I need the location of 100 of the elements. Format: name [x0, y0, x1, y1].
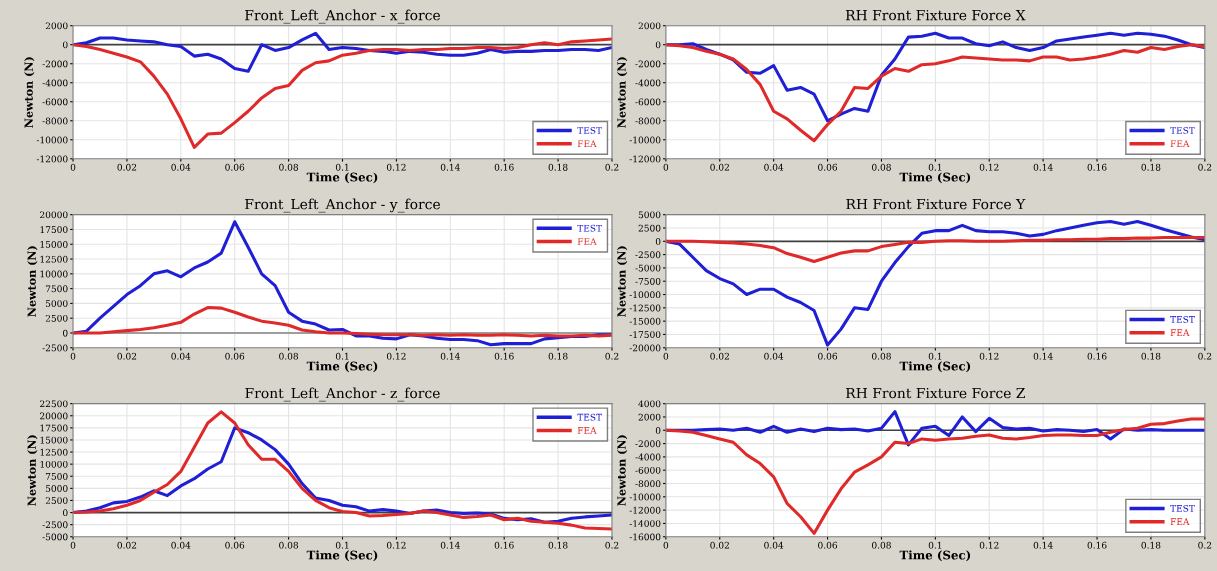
y-tick-label: -17500: [629, 331, 661, 339]
x-tick-label: 0.14: [1033, 163, 1053, 171]
line-series: [73, 410, 612, 531]
y-tick-label: 12500: [40, 448, 68, 456]
y-tick-label: 0: [655, 427, 661, 434]
x-tick-label: 0.08: [279, 352, 299, 360]
x-tick-label: 0.18: [548, 352, 568, 360]
text: FEA: [577, 238, 597, 245]
x-tick-label: 0.02: [117, 352, 137, 360]
x-tick-label: 0.18: [548, 541, 568, 549]
y-axis-title: Newton (N): [27, 246, 38, 317]
y-tick-label: 0: [655, 238, 661, 245]
y-tick-label: -4000: [635, 79, 661, 87]
y-tick-label: 15000: [40, 240, 68, 248]
x-tick-label: 0.1: [335, 541, 349, 549]
x-tick-label: 0.16: [1087, 163, 1107, 171]
x-tick-label: 0.04: [171, 352, 191, 360]
legend-label: FEA: [1170, 140, 1190, 147]
x-tick-label: 0.2: [605, 163, 619, 171]
y-tick-label: 17500: [40, 226, 68, 234]
legend-label: FEA: [1170, 329, 1190, 336]
x-axis-title: Time (Sec): [899, 361, 971, 373]
chart-title: Front_Left_Anchor - z_force: [245, 387, 440, 402]
x-tick-label: 0.02: [710, 163, 729, 171]
y-tick-label: 2500: [638, 224, 661, 232]
x-tick-label: 0.2: [605, 541, 619, 549]
y-tick-label: 5000: [45, 300, 68, 307]
y-tick-label: -12000: [629, 155, 661, 163]
x-tick-label: 0.2: [1198, 352, 1212, 360]
x-tick-label: 0.02: [710, 541, 729, 549]
legend-label: TEST: [577, 413, 602, 421]
x-tick-label: 0.12: [979, 163, 999, 171]
y-axis-title: Newton (N): [617, 435, 628, 506]
x-tick-label: 0.18: [1141, 163, 1161, 171]
x-tick-label: 0.06: [225, 352, 245, 360]
y-tick-label: -10000: [36, 136, 68, 144]
x-tick-label: 0.16: [494, 541, 514, 549]
y-tick-label: 7500: [45, 472, 68, 480]
x-tick-label: 0.18: [1141, 541, 1161, 549]
y-tick-label: 20000: [40, 211, 68, 219]
x-tick-label: 0: [70, 541, 76, 549]
x-tick-label: 0.1: [335, 352, 349, 360]
x-tick-label: 0.12: [386, 352, 406, 360]
y-tick-label: 0: [655, 41, 661, 49]
y-tick-label: -7500: [635, 277, 661, 285]
x-tick-label: 0: [70, 163, 76, 171]
y-tick-label: -2000: [635, 60, 661, 68]
legend-label: FEA: [577, 140, 597, 147]
x-tick-label: 0.02: [117, 163, 137, 171]
y-tick-label: -12500: [629, 304, 661, 312]
y-tick-label: 2000: [638, 22, 661, 30]
x-tick-label: 0.14: [1033, 541, 1053, 549]
y-tick-label: -15000: [629, 317, 661, 325]
chart-title: Front_Left_Anchor - x_force: [245, 9, 440, 24]
x-tick-label: 0.1: [335, 163, 349, 171]
y-tick-label: 15000: [40, 436, 68, 444]
x-tick-label: 0.12: [386, 541, 406, 549]
y-tick-label: -10000: [629, 493, 661, 501]
y-tick-label: -2000: [42, 60, 68, 68]
x-tick-label: 0.06: [225, 163, 245, 171]
y-tick-label: -20000: [629, 344, 661, 352]
x-tick-label: 0.16: [494, 163, 514, 171]
y-tick-label: -5000: [42, 533, 68, 541]
x-axis-title: Time (Sec): [306, 550, 378, 562]
y-tick-label: -8000: [42, 117, 68, 125]
x-tick-label: 0.02: [710, 352, 729, 360]
y-tick-label: 2000: [638, 413, 661, 421]
x-tick-label: 0.18: [1141, 352, 1161, 360]
text: TEST: [577, 224, 602, 232]
y-tick-label: 5000: [638, 211, 661, 219]
y-tick-label: -6000: [635, 466, 661, 474]
x-tick-label: 0.16: [494, 352, 514, 360]
y-tick-label: -8000: [635, 480, 661, 488]
y-tick-label: -10000: [629, 136, 661, 144]
chart-title: RH Front Fixture Force X: [845, 9, 1026, 21]
x-tick-label: 0.06: [818, 541, 838, 549]
y-tick-label: 4000: [638, 400, 661, 408]
line-series: [73, 306, 612, 338]
x-tick-label: 0: [663, 352, 669, 360]
y-tick-label: 2500: [45, 497, 68, 504]
y-tick-label: 10000: [40, 270, 68, 278]
y-tick-label: 5000: [45, 485, 68, 492]
x-tick-label: 0.12: [979, 352, 999, 360]
x-tick-label: 0: [663, 541, 669, 549]
x-tick-label: 0.2: [605, 352, 619, 360]
x-tick-label: 0.14: [1033, 352, 1053, 360]
x-tick-label: 0.04: [764, 163, 784, 171]
x-tick-label: 0.1: [928, 163, 942, 171]
x-tick-label: 0.04: [171, 163, 191, 171]
y-axis-title: Newton (N): [617, 246, 628, 317]
x-axis-title: Time (Sec): [306, 172, 378, 184]
y-tick-label: -16000: [629, 533, 661, 541]
x-tick-label: 0.16: [1087, 541, 1107, 549]
y-tick-label: -6000: [635, 98, 661, 106]
y-tick-label: -14000: [629, 520, 661, 527]
x-axis-title: Time (Sec): [899, 550, 971, 562]
chart-title: RH Front Fixture Force Z: [846, 387, 1025, 399]
x-tick-label: 0.02: [117, 541, 137, 549]
legend-label: TEST: [1170, 504, 1195, 512]
y-tick-label: -12000: [36, 155, 68, 163]
